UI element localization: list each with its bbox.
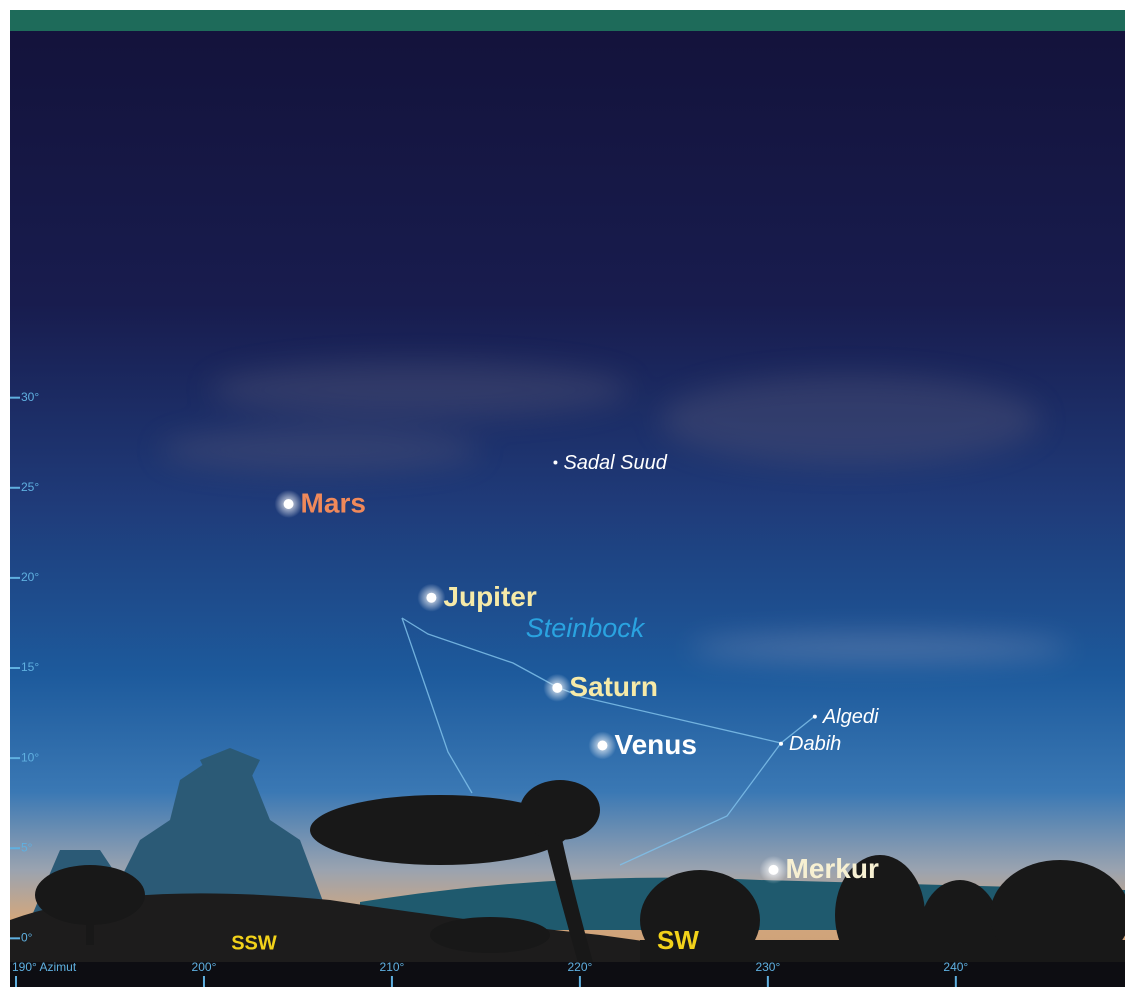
y-tick-label: 5°: [21, 840, 33, 854]
star: [779, 742, 783, 746]
planet: [597, 740, 607, 750]
y-tick-label: 10°: [21, 750, 39, 764]
x-tick-label: 200°: [192, 960, 217, 974]
compass-label: SW: [657, 925, 699, 955]
x-tick-label: 220°: [567, 960, 592, 974]
star-label: Algedi: [822, 706, 879, 728]
y-tick-label: 0°: [21, 931, 33, 945]
star-label: Sadal Suud: [563, 452, 667, 474]
constellation-label: Steinbock: [526, 613, 646, 643]
star: [553, 461, 557, 465]
planet-label: Venus: [614, 729, 696, 760]
sky-chart: Steinbock SSW SW 0° 5° 10° 15° 20° 25° 30° 190°…: [0, 0, 1125, 987]
top-bar: [10, 10, 1125, 31]
y-tick-label: 30°: [21, 390, 39, 404]
y-tick-label: 15°: [21, 660, 39, 674]
page: Steinbock SSW SW 0° 5° 10° 15° 20° 25° 30° 190°…: [0, 0, 1125, 992]
star: [813, 715, 817, 719]
planet: [769, 865, 779, 875]
planet: [284, 499, 294, 509]
planet-label: Merkur: [786, 853, 879, 884]
y-tick-label: 25°: [21, 480, 39, 494]
planet-label: Mars: [301, 487, 366, 518]
planet: [552, 683, 562, 693]
compass-label: SSW: [231, 932, 277, 954]
planet-label: Jupiter: [443, 581, 536, 612]
star-label: Dabih: [789, 733, 841, 755]
x-tick-label: 190° Azimut: [12, 960, 77, 974]
x-tick-label: 230°: [755, 960, 780, 974]
planet-label: Saturn: [569, 671, 658, 702]
planet: [426, 593, 436, 603]
x-tick-label: 210°: [380, 960, 405, 974]
x-tick-label: 240°: [943, 960, 968, 974]
y-tick-label: 20°: [21, 570, 39, 584]
